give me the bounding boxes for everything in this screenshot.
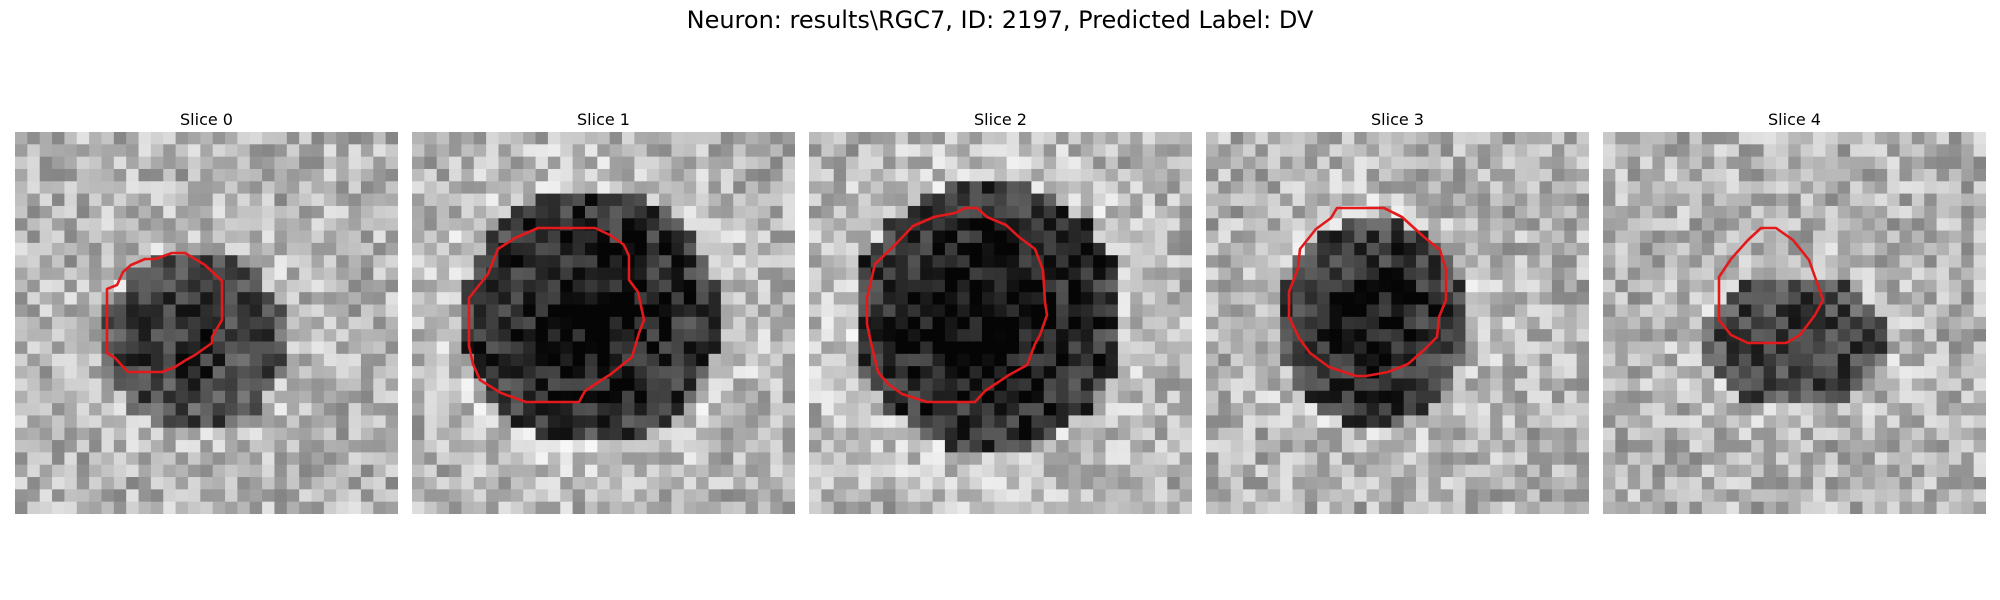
pixel-grid — [809, 132, 1192, 514]
roi-contour — [865, 206, 1049, 404]
slice-svg-2 — [809, 132, 1192, 514]
slice-image-3 — [1206, 132, 1589, 514]
slice-svg-1 — [412, 132, 795, 514]
roi-contour — [1717, 226, 1825, 345]
slice-title-4: Slice 4 — [1768, 110, 1821, 129]
slice-title-3: Slice 3 — [1371, 110, 1424, 129]
slice-image-4 — [1603, 132, 1986, 514]
slice-image-2 — [809, 132, 1192, 514]
slice-panel-3: Slice 3 — [1206, 108, 1589, 514]
pixel-grid — [1206, 132, 1589, 514]
slice-image-1 — [412, 132, 795, 514]
slice-title-0: Slice 0 — [180, 110, 233, 129]
roi-contour — [467, 226, 646, 404]
slice-svg-0 — [15, 132, 398, 514]
slice-title-1: Slice 1 — [577, 110, 630, 129]
slice-svg-4 — [1603, 132, 1986, 514]
roi-contour — [105, 251, 224, 374]
slice-panel-2: Slice 2 — [809, 108, 1192, 514]
slice-panel-0: Slice 0 — [15, 108, 398, 514]
pixel-grid — [412, 132, 795, 514]
slice-panel-1: Slice 1 — [412, 108, 795, 514]
slice-title-2: Slice 2 — [974, 110, 1027, 129]
slice-panel-4: Slice 4 — [1603, 108, 1986, 514]
slice-image-0 — [15, 132, 398, 514]
figure-title: Neuron: results\RGC7, ID: 2197, Predicte… — [686, 6, 1314, 34]
pixel-grid — [15, 132, 398, 514]
pixel-grid — [1603, 132, 1986, 514]
slice-svg-3 — [1206, 132, 1589, 514]
roi-contour — [1287, 206, 1448, 378]
